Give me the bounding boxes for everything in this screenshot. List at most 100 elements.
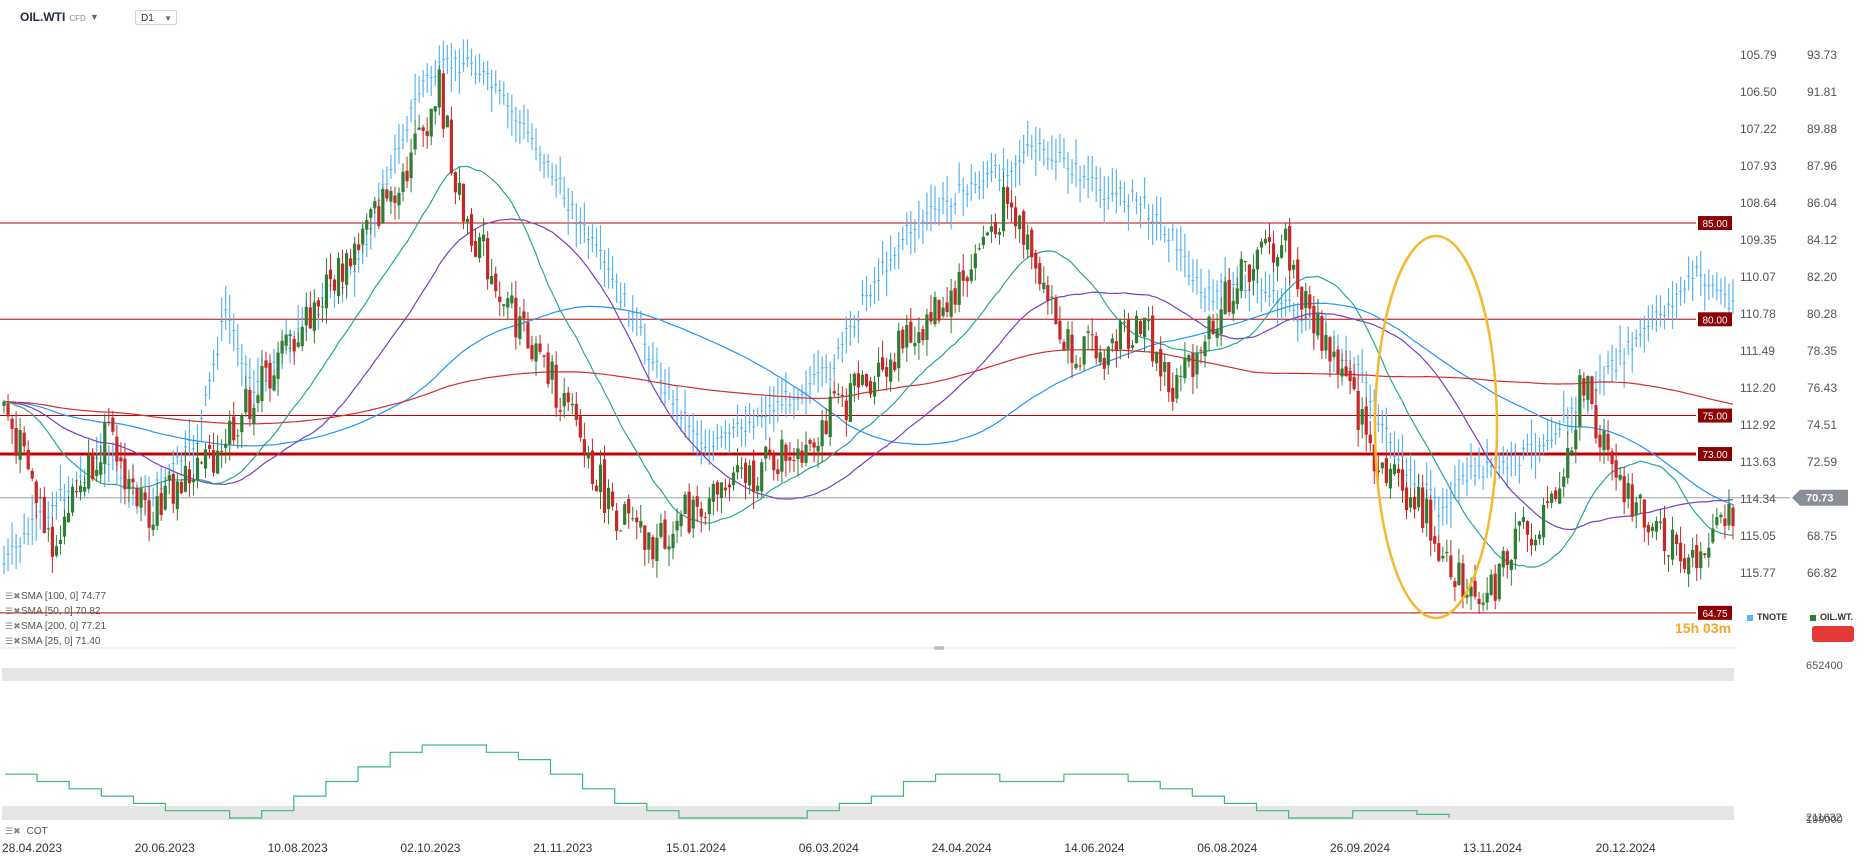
candle-body <box>252 408 256 425</box>
cot-band-bottom <box>2 806 1734 820</box>
candle-body <box>1163 361 1167 372</box>
candle-body <box>1308 294 1312 309</box>
x-tick: 20.12.2024 <box>1596 841 1656 855</box>
candle-body <box>1147 319 1151 321</box>
candle-body <box>308 307 312 329</box>
candle-body <box>1300 286 1304 310</box>
indicator-item[interactable]: ☰✖SMA [25, 0] 71.40 <box>5 636 101 647</box>
candle-body <box>945 302 949 313</box>
candle-body <box>1106 346 1110 366</box>
y-tick-tnote: 110.07 <box>1740 270 1776 284</box>
candle-body <box>393 195 397 204</box>
candle-body <box>260 366 264 402</box>
candle-body <box>115 436 119 462</box>
candle-body <box>937 299 941 321</box>
symbol-dropdown-icon[interactable]: ▼ <box>90 12 99 22</box>
candle-body <box>1179 375 1183 377</box>
indicator-item[interactable]: ☰✖SMA [200, 0] 77.21 <box>5 621 107 632</box>
y-tick-tnote: 110.78 <box>1740 307 1776 321</box>
indicator-settings-icon[interactable]: ☰✖ <box>5 826 21 836</box>
candle-body <box>1723 518 1727 527</box>
candle-body <box>1159 349 1163 377</box>
candle-body <box>647 532 651 550</box>
level-tag <box>1698 312 1732 327</box>
indicator-settings-icon[interactable]: ☰✖ <box>5 621 21 631</box>
candle-body <box>623 504 627 525</box>
indicator-settings-icon[interactable]: ☰✖ <box>5 591 21 601</box>
level-tag <box>1698 408 1732 423</box>
candle-body <box>1219 309 1223 334</box>
cot-indicator-label[interactable]: ☰✖ COT <box>5 826 48 837</box>
candle-body <box>707 498 711 515</box>
candle-body <box>1288 225 1292 271</box>
candle-body <box>776 469 780 475</box>
candle-body <box>985 232 989 236</box>
legend-tnote[interactable]: TNOTE <box>1747 612 1788 622</box>
sell-button[interactable] <box>1812 626 1854 642</box>
candle-body <box>296 342 300 347</box>
candle-body <box>1517 521 1521 526</box>
candle-body <box>34 481 38 504</box>
x-tick: 14.06.2024 <box>1064 841 1124 855</box>
candle-body <box>1255 249 1260 270</box>
x-tick: 02.10.2023 <box>400 841 460 855</box>
sma-line <box>3 218 1734 531</box>
candle-body <box>425 131 429 136</box>
candle-body <box>929 312 933 322</box>
candle-body <box>901 329 905 349</box>
candle-body <box>1247 264 1251 282</box>
symbol-name[interactable]: OIL.WTI CFD <box>20 10 86 24</box>
annotation-ellipse <box>1373 234 1499 620</box>
candle-body <box>490 275 494 285</box>
candle-body <box>876 362 881 377</box>
candle-body <box>1614 460 1618 478</box>
candle-body <box>872 382 877 397</box>
candle-body <box>860 374 865 385</box>
candle-body <box>163 485 167 510</box>
candle-body <box>397 192 401 206</box>
indicator-item[interactable]: ☰✖SMA [50, 0] 70.82 <box>5 606 101 617</box>
candle-body <box>1271 243 1276 263</box>
candle-body <box>87 455 91 489</box>
legend-oil[interactable]: OIL.WT. <box>1810 612 1853 622</box>
candle-body <box>272 375 276 391</box>
level-tag-label: 64.75 <box>1702 609 1727 620</box>
candle-body <box>635 517 639 523</box>
candle-body <box>1699 551 1703 569</box>
candle-body <box>1634 502 1638 516</box>
candle-body <box>1038 263 1042 285</box>
candle-body <box>1711 528 1715 543</box>
x-tick: 06.03.2024 <box>799 841 859 855</box>
candle-body <box>917 332 921 344</box>
candle-body <box>631 518 635 520</box>
y-tick-tnote: 115.77 <box>1740 566 1776 580</box>
candle-body <box>95 469 99 476</box>
indicator-list: ☰✖SMA [100, 0] 74.77 ☰✖SMA [50, 0] 70.82… <box>5 589 106 649</box>
candle-body <box>1392 464 1397 475</box>
candle-body <box>175 481 179 509</box>
level-tag-label: 80.00 <box>1702 315 1727 326</box>
timeframe-select[interactable]: D1 ▼ <box>135 10 177 25</box>
y-tick-oil: 91.81 <box>1807 85 1837 99</box>
candle-body <box>1239 259 1243 291</box>
candle-body <box>905 325 909 348</box>
candle-body <box>340 263 345 282</box>
indicator-settings-icon[interactable]: ☰✖ <box>5 636 21 646</box>
y-tick-oil: 68.75 <box>1807 529 1837 543</box>
candle-body <box>663 519 667 549</box>
indicator-settings-icon[interactable]: ☰✖ <box>5 606 21 616</box>
current-price-label: 70.73 <box>1806 493 1834 505</box>
candle-body <box>502 304 506 307</box>
candle-body <box>856 373 861 388</box>
level-tag-label: 73.00 <box>1702 450 1727 461</box>
candle-body <box>1421 487 1425 528</box>
candle-body <box>18 430 22 460</box>
candle-body <box>1404 487 1409 511</box>
indicator-item[interactable]: ☰✖SMA [100, 0] 74.77 <box>5 591 107 602</box>
candle-body <box>1328 337 1332 362</box>
candle-body <box>748 465 752 486</box>
candle-body <box>344 253 349 285</box>
candle-body <box>381 188 385 224</box>
